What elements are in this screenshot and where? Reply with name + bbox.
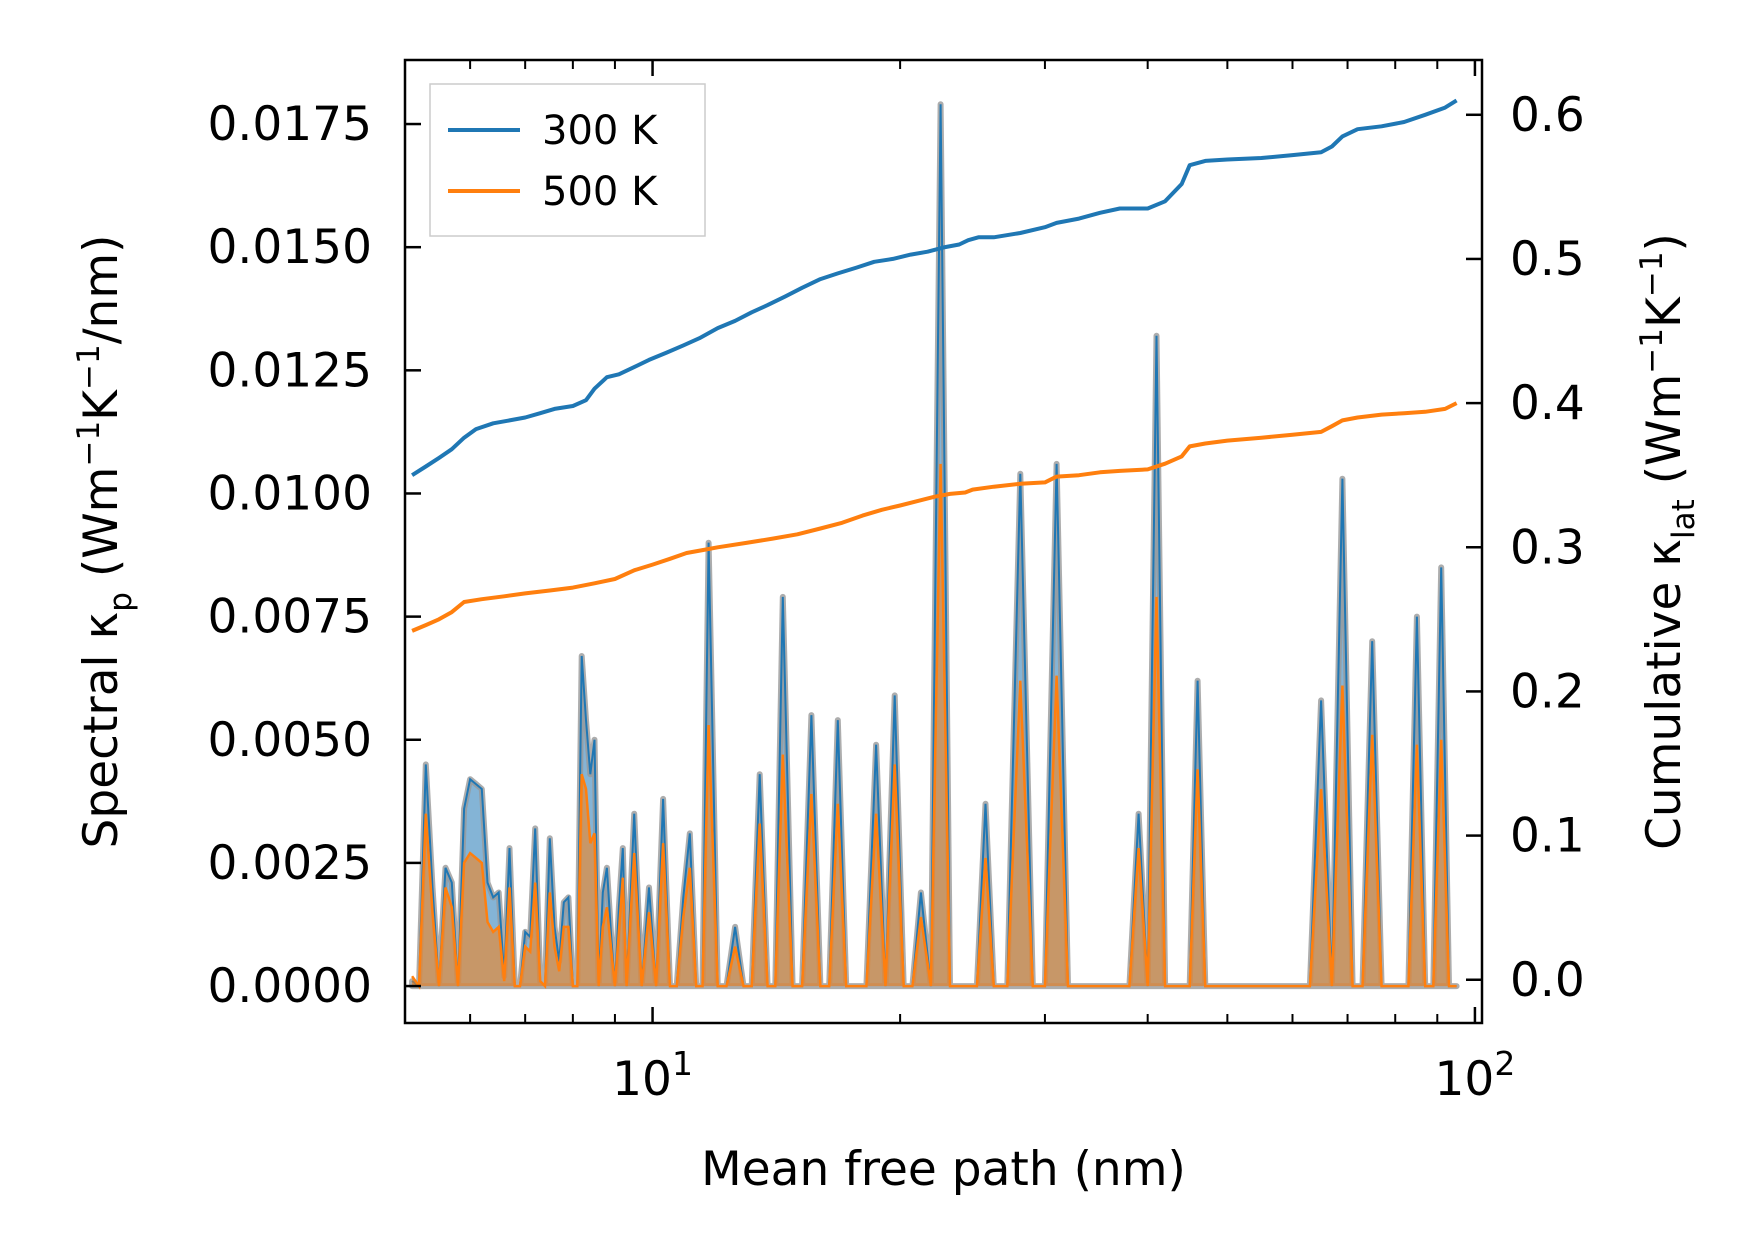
legend: 300 K 500 K bbox=[429, 83, 706, 237]
left-label-exp2: −1 bbox=[71, 344, 107, 390]
cumulative-lines bbox=[411, 98, 1458, 633]
right-y-tick-label: 0.2 bbox=[1510, 664, 1585, 719]
right-y-tick-label: 0.0 bbox=[1510, 953, 1585, 1008]
left-label-k: K bbox=[74, 389, 129, 421]
right-label-main: Cumulative κ bbox=[1637, 539, 1692, 850]
right-y-tick-label: 0.6 bbox=[1510, 88, 1585, 143]
x-tick-base: 10 bbox=[1435, 1052, 1495, 1107]
left-label-main: Spectral κ bbox=[74, 612, 129, 849]
plot-frame bbox=[403, 58, 1484, 1025]
right-axis-ticks: 0.0 0.1 0.2 0.3 0.4 0.5 0.6 bbox=[1466, 88, 1585, 1008]
left-label-sub: p bbox=[103, 592, 139, 612]
cumulative-line-300K bbox=[411, 98, 1458, 477]
spectral-line-500K bbox=[411, 463, 1457, 990]
left-y-tick-label: 0.0025 bbox=[208, 836, 372, 891]
right-y-tick-label: 0.3 bbox=[1510, 520, 1585, 575]
legend-label-500: 500 K bbox=[542, 169, 659, 215]
left-y-tick-label: 0.0050 bbox=[208, 713, 372, 768]
left-label-post: /nm) bbox=[74, 235, 129, 345]
left-y-tick-label: 0.0000 bbox=[208, 959, 372, 1014]
left-axis-ticks: 0.0000 0.0025 0.0050 0.0075 0.0100 0.0125 0.01… bbox=[208, 97, 421, 1014]
left-label-exp1: −1 bbox=[71, 421, 107, 467]
spectral-areas bbox=[409, 101, 1460, 990]
left-y-tick-label: 0.0175 bbox=[208, 97, 372, 152]
right-y-tick-label: 0.1 bbox=[1510, 809, 1585, 864]
x-axis-label: Mean free path (nm) bbox=[701, 1142, 1186, 1197]
right-label-k: K bbox=[1637, 296, 1692, 328]
plot-area bbox=[403, 58, 1484, 1025]
x-axis-ticks: 101 102 bbox=[404, 60, 1516, 1107]
left-y-tick-label: 0.0150 bbox=[208, 220, 372, 275]
right-label-exp1: −1 bbox=[1634, 328, 1670, 374]
right-axis-label: Cumulative κlat (Wm−1K−1) bbox=[1634, 233, 1702, 850]
x-tick-base: 10 bbox=[612, 1052, 672, 1107]
left-y-tick-label: 0.0075 bbox=[208, 590, 372, 645]
legend-box bbox=[429, 83, 706, 237]
x-tick-label: 101 bbox=[612, 1044, 693, 1107]
right-label-unit: (Wm bbox=[1637, 374, 1692, 500]
left-axis-label: Spectral κp (Wm−1K−1/nm) bbox=[71, 235, 139, 849]
x-tick-exp: 1 bbox=[672, 1044, 693, 1083]
right-label-post: ) bbox=[1637, 233, 1692, 251]
left-label-unit: (Wm bbox=[74, 467, 129, 593]
right-label-exp2: −1 bbox=[1634, 251, 1670, 297]
legend-label-300: 300 K bbox=[542, 108, 659, 154]
cumulative-line-500K bbox=[411, 401, 1458, 633]
right-label-sub: lat bbox=[1666, 499, 1702, 539]
left-y-tick-label: 0.0100 bbox=[208, 466, 372, 521]
x-tick-exp: 2 bbox=[1494, 1044, 1515, 1083]
x-tick-label: 102 bbox=[1435, 1044, 1516, 1107]
right-y-tick-label: 0.5 bbox=[1510, 232, 1585, 287]
left-y-tick-label: 0.0125 bbox=[208, 343, 372, 398]
right-y-tick-label: 0.4 bbox=[1510, 376, 1585, 431]
